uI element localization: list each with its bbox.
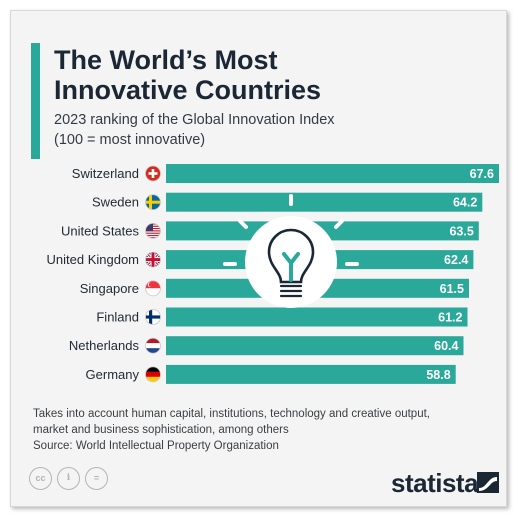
singapore-flag-icon <box>145 280 161 297</box>
statista-logo-icon[interactable] <box>477 472 499 493</box>
value-label: 61.5 <box>440 282 464 296</box>
category-label: United States <box>61 223 140 238</box>
value-label: 62.4 <box>444 253 468 267</box>
category-label: Sweden <box>92 195 139 210</box>
chart-subtitle-line-2: (100 = most innovative) <box>54 132 206 148</box>
value-label: 67.6 <box>470 167 494 181</box>
finland-flag-icon <box>145 309 161 325</box>
bar-sweden <box>166 192 483 212</box>
category-label: United Kingdom <box>47 252 140 267</box>
chart-title: The World’s Most Innovative Countries <box>54 45 434 105</box>
no-derivatives-icon[interactable]: = <box>85 467 108 490</box>
license-icons: cc i = <box>29 467 139 491</box>
creative-commons-icon[interactable]: cc <box>29 467 52 490</box>
bar-germany <box>166 364 456 384</box>
netherlands-flag-icon <box>145 337 161 354</box>
value-label: 60.4 <box>434 339 458 353</box>
source-note: Source: World Intellectual Property Orga… <box>33 440 279 452</box>
lightbulb-icon <box>223 194 359 308</box>
statista-logo-text[interactable]: statista <box>391 468 479 498</box>
value-label: 64.2 <box>453 196 477 210</box>
footnote-line-1: Takes into account human capital, instit… <box>33 408 430 420</box>
title-accent-bar <box>31 43 40 159</box>
category-label: Netherlands <box>69 338 140 353</box>
united-states-flag-icon <box>145 222 161 239</box>
value-label: 63.5 <box>449 224 473 238</box>
sweden-flag-icon <box>145 194 161 211</box>
chart-title-line-2: Innovative Countries <box>54 75 322 105</box>
chart-subtitle: 2023 ranking of the Global Innovation In… <box>54 110 454 150</box>
chart-title-line-1: The World’s Most <box>54 45 278 75</box>
category-label: Germany <box>86 367 140 382</box>
bar-chart: 67.6 Switzerland 64.2 Sweden 63.5 United Stat… <box>47 164 499 384</box>
bar-netherlands <box>166 336 464 356</box>
united-kingdom-flag-icon <box>145 251 161 268</box>
attribution-icon[interactable]: i <box>57 467 80 490</box>
footnote-line-2: market and business sophistication, amon… <box>33 424 289 436</box>
value-label: 58.8 <box>426 368 450 382</box>
value-label: 61.2 <box>438 311 462 325</box>
bar-finland <box>166 307 468 327</box>
category-label: Singapore <box>80 281 139 296</box>
footnote: Takes into account human capital, instit… <box>33 406 503 438</box>
chart-subtitle-line-1: 2023 ranking of the Global Innovation In… <box>54 112 335 128</box>
infographic-card: The World’s Most Innovative Countries 20… <box>10 10 507 507</box>
germany-flag-icon <box>145 366 161 383</box>
bar-switzerland <box>166 164 499 183</box>
category-label: Finland <box>96 310 139 325</box>
category-label: Switzerland <box>72 166 139 181</box>
switzerland-flag-icon <box>145 165 161 182</box>
